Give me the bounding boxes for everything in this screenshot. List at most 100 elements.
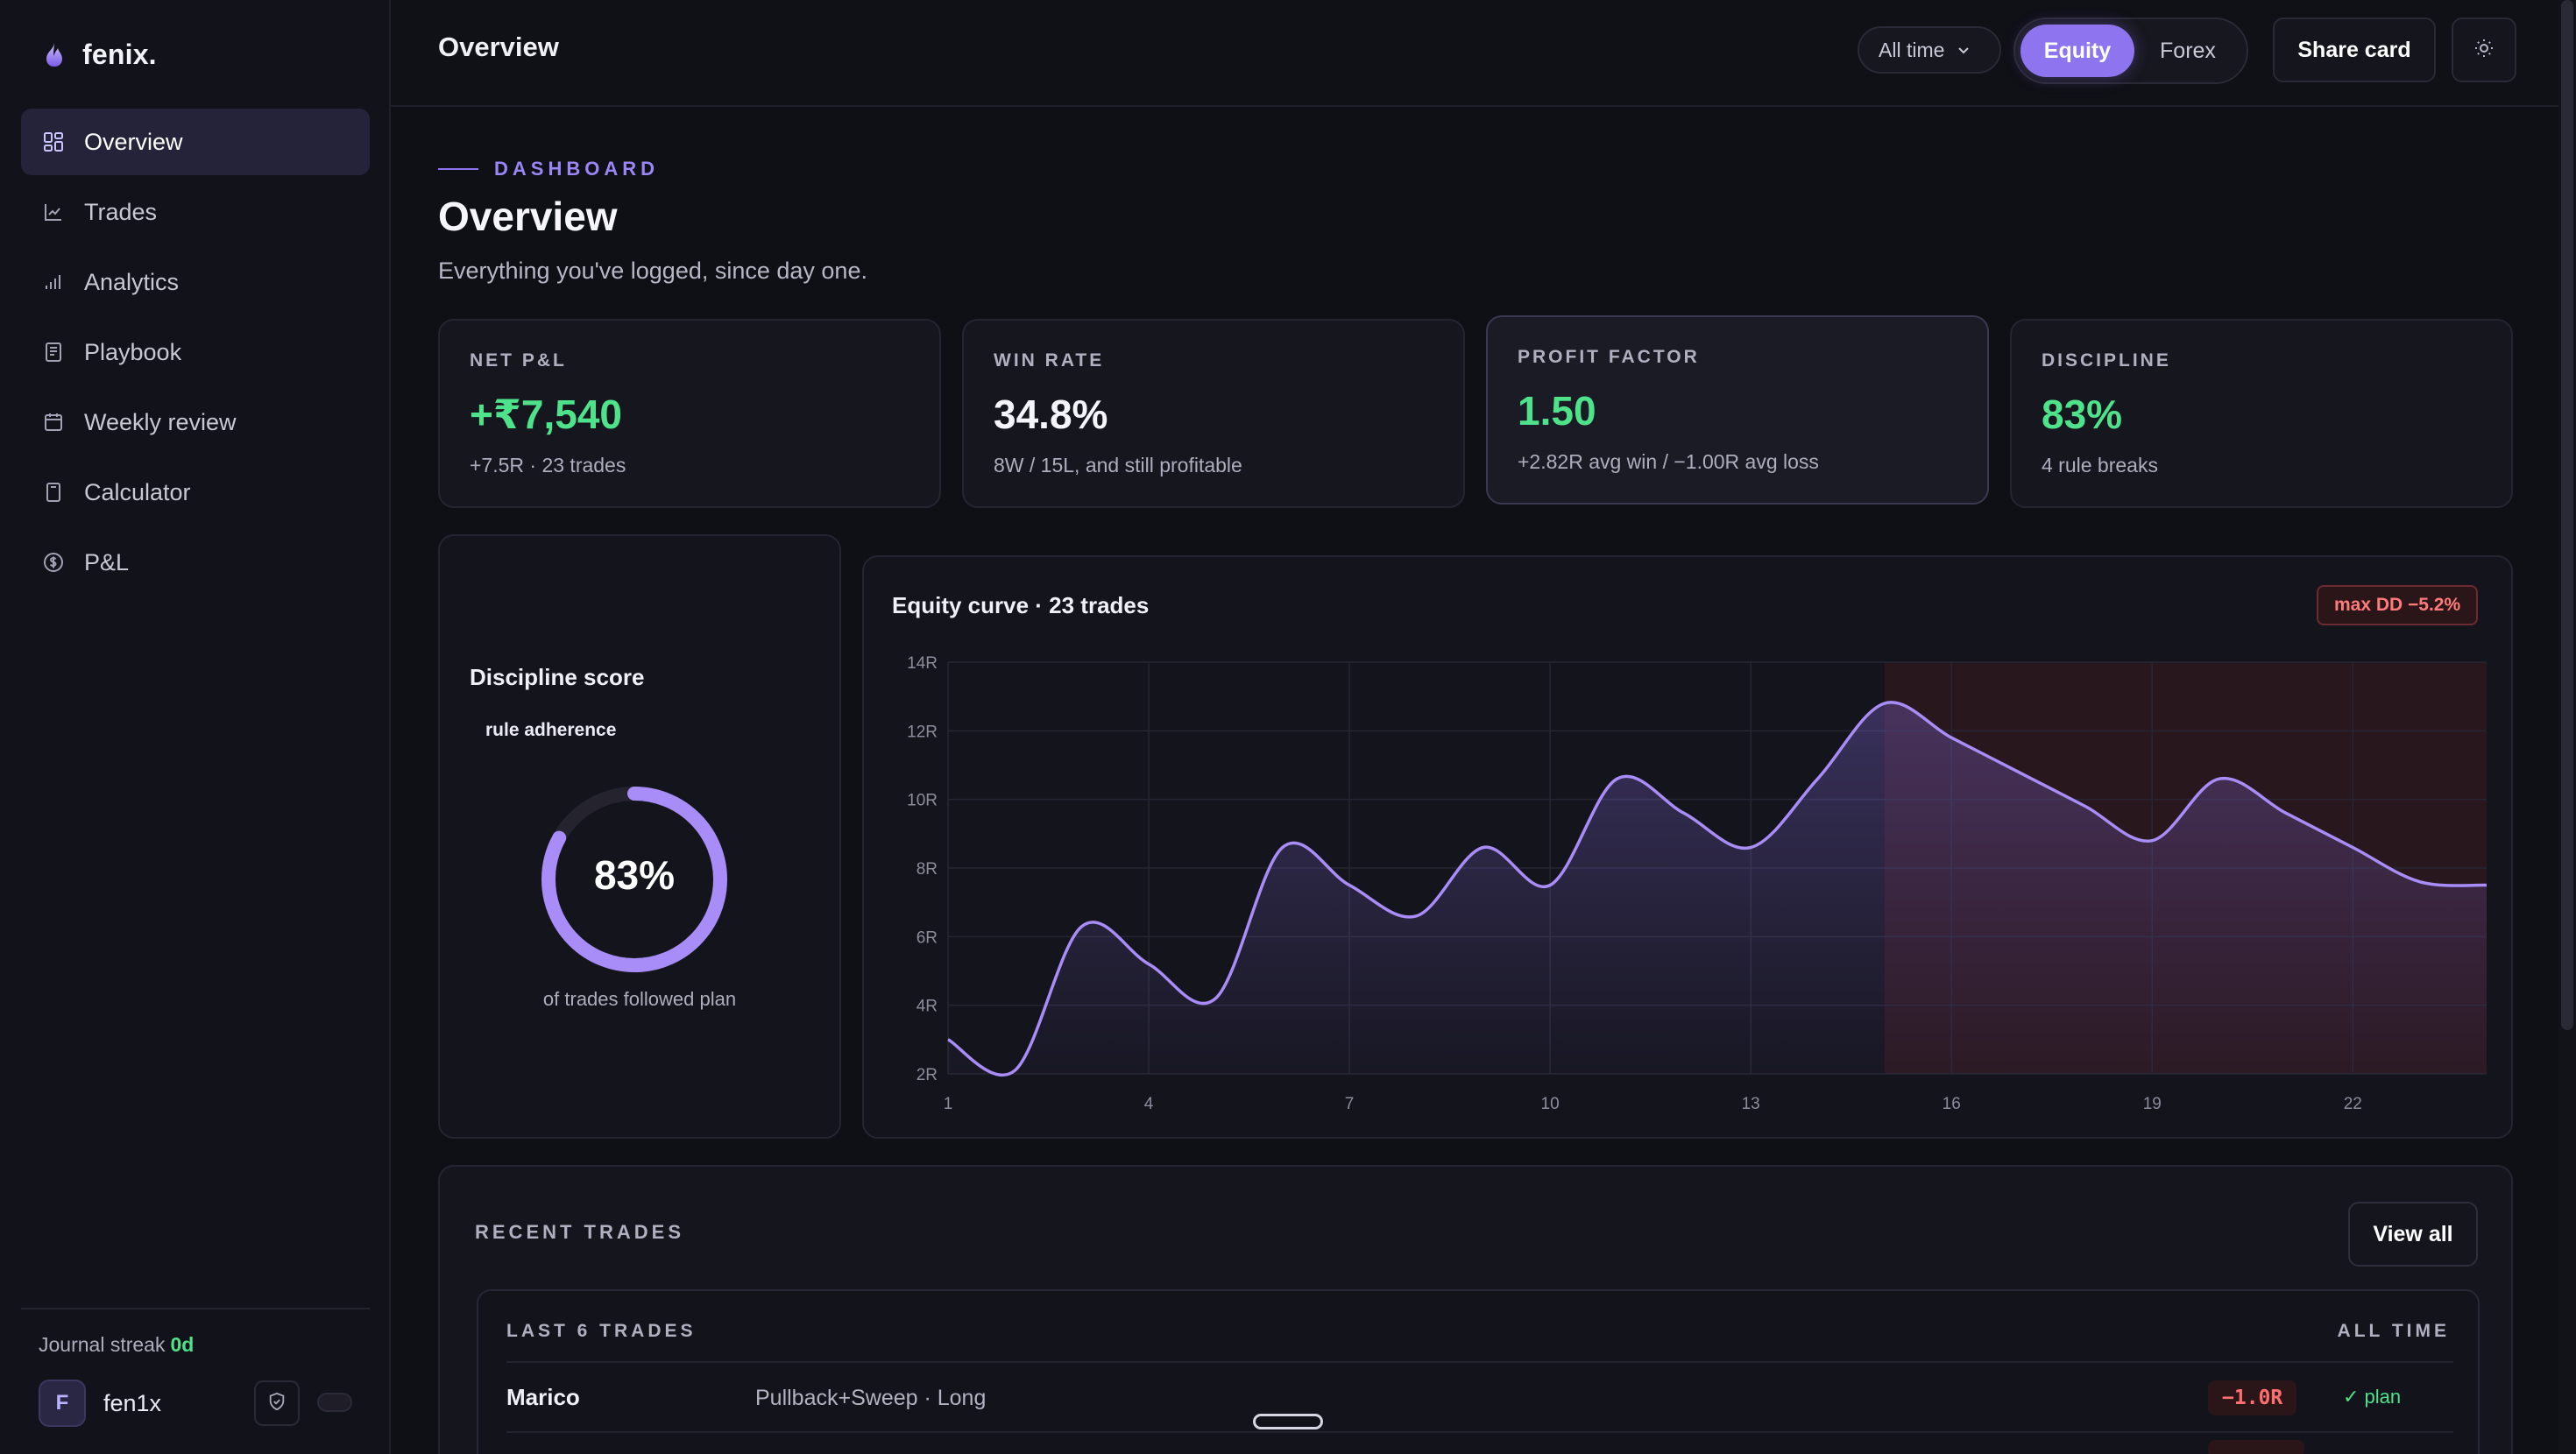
page-title: Overview	[438, 194, 618, 239]
page-subtitle: Everything you've logged, since day one.	[438, 258, 867, 284]
equity-point	[2484, 883, 2489, 888]
x-tick-label: 1	[944, 1095, 953, 1113]
user-row: F fen1x	[39, 1379, 354, 1428]
sun-icon	[2473, 38, 2495, 63]
discipline-value: 83%	[593, 852, 676, 898]
chart-title: Equity curve · 23 trades	[892, 592, 1150, 618]
equity-point	[2083, 804, 2088, 809]
brand[interactable]: fenix.	[42, 35, 157, 74]
equity-point	[1347, 883, 1352, 888]
equity-point	[1481, 845, 1486, 851]
x-tick-label: 10	[1541, 1095, 1560, 1113]
equity-point	[2350, 845, 2355, 851]
sidebar-item-analytics[interactable]: Analytics	[21, 249, 370, 315]
grid-icon	[42, 131, 65, 153]
equity-point	[945, 1037, 951, 1042]
trades-table: LAST 6 TRADES ALL TIME Marico Pullback+S…	[477, 1289, 2480, 1454]
y-tick-label: 14R	[907, 654, 938, 673]
sidebar-item-overview[interactable]: Overview	[21, 109, 370, 175]
table-header-left: LAST 6 TRADES	[506, 1321, 697, 1341]
sidebar-item-label: Analytics	[84, 268, 180, 295]
y-tick-label: 12R	[907, 723, 938, 741]
sidebar-item-label: Trades	[84, 198, 158, 225]
sidebar-item-pnl[interactable]: P&L	[21, 529, 370, 596]
stat-value: +₹7,540	[470, 392, 622, 437]
trade-r-multiple: −1.0R	[2208, 1380, 2297, 1415]
bar-chart-icon	[42, 271, 65, 293]
equity-chart: 2R 4R 6R 8R 10R 12R 14R 1 4 7 10 13 16 19 22	[907, 654, 2489, 1113]
home-indicator	[1253, 1414, 1323, 1429]
shield-button[interactable]	[254, 1380, 300, 1426]
stat-card-profit-factor[interactable]: PROFIT FACTOR 1.50 +2.82R avg win / −1.0…	[1486, 315, 1989, 505]
equity-point	[2149, 838, 2155, 843]
trade-setup: Pullback+Sweep · Long	[755, 1386, 987, 1410]
equity-line	[947, 701, 2488, 1077]
discipline-card: Discipline score rule adherence 83% of t…	[438, 534, 841, 1139]
stat-label: WIN RATE	[994, 350, 1105, 371]
sidebar-item-label: Weekly review	[84, 408, 237, 435]
equity-tab[interactable]: Equity	[2020, 25, 2134, 77]
y-tick-label: 2R	[916, 1066, 938, 1084]
sidebar-item-weekly-review[interactable]: Weekly review	[21, 389, 370, 455]
stat-card-win-rate[interactable]: WIN RATE 34.8% 8W / 15L, and still profi…	[962, 319, 1465, 508]
currency-icon	[42, 551, 65, 574]
streak-value: 0d	[170, 1333, 195, 1356]
brand-name: fenix.	[82, 38, 157, 70]
table-header-right: ALL TIME	[2337, 1321, 2450, 1341]
theme-toggle-button[interactable]	[2452, 18, 2516, 82]
recent-trades-card: RECENT TRADES View all LAST 6 TRADES ALL…	[438, 1165, 2513, 1454]
sidebar-item-trades[interactable]: Trades	[21, 179, 370, 245]
calculator-icon	[42, 481, 65, 504]
stat-value: 34.8%	[994, 392, 1108, 437]
next-row-badge	[2208, 1440, 2304, 1454]
shield-icon	[267, 1392, 287, 1415]
flame-logo-icon	[42, 39, 67, 70]
table-row[interactable]: Marico Pullback+Sweep · Long −1.0R ✓ pla…	[506, 1363, 2453, 1431]
stat-label: NET P&L	[470, 350, 567, 371]
sidebar-item-label: Playbook	[84, 338, 182, 365]
settings-toggle[interactable]	[317, 1393, 352, 1412]
stat-card-net-pnl[interactable]: NET P&L +₹7,540 +7.5R · 23 trades	[438, 319, 941, 508]
journal-streak: Journal streak 0d	[39, 1333, 194, 1357]
equity-point	[1413, 914, 1419, 919]
sidebar-nav: Overview Trades Analytics Playbook Weekl…	[21, 109, 370, 599]
x-tick-label: 13	[1742, 1095, 1760, 1113]
x-tick-label: 19	[2143, 1095, 2162, 1113]
stat-sub: +2.82R avg win / −1.00R avg loss	[1518, 450, 1819, 473]
discipline-footnote: of trades followed plan	[542, 988, 737, 1010]
x-tick-label: 22	[2344, 1095, 2362, 1113]
trade-plan-status: ✓ plan	[2343, 1386, 2402, 1408]
sidebar-item-label: Overview	[84, 128, 183, 155]
time-range-select[interactable]: All time	[1858, 26, 2001, 74]
ring-progress	[541, 787, 727, 972]
discipline-ring: 83%	[538, 783, 731, 976]
discipline-subtitle: rule adherence	[485, 720, 617, 740]
sidebar-item-calculator[interactable]: Calculator	[21, 459, 370, 526]
x-tick-label: 16	[1943, 1095, 1961, 1113]
sidebar-item-label: P&L	[84, 548, 130, 575]
y-tick-label: 6R	[916, 928, 938, 947]
stat-sub: +7.5R · 23 trades	[470, 454, 626, 476]
avatar[interactable]: F	[39, 1380, 86, 1427]
equity-point	[1815, 776, 1821, 781]
sidebar: fenix. Overview Trades Analytics Playboo…	[0, 0, 391, 1454]
share-card-button[interactable]: Share card	[2273, 18, 2436, 82]
streak-label: Journal streak	[39, 1333, 166, 1356]
forex-tab[interactable]: Forex	[2160, 38, 2216, 63]
market-toggle: Equity Forex	[2013, 18, 2248, 84]
sidebar-item-playbook[interactable]: Playbook	[21, 319, 370, 385]
page-scrollbar[interactable]	[2558, 0, 2576, 1454]
equity-point	[1547, 883, 1553, 888]
stat-sub: 4 rule breaks	[2042, 454, 2158, 476]
table-divider	[506, 1361, 2453, 1363]
scrollbar-thumb[interactable]	[2561, 0, 2573, 1030]
view-all-button[interactable]: View all	[2348, 1202, 2478, 1267]
equity-point	[1748, 845, 1753, 851]
stat-card-discipline[interactable]: DISCIPLINE 83% 4 rule breaks	[2010, 319, 2513, 508]
section-eyebrow: DASHBOARD	[438, 158, 659, 180]
topbar: Overview All time Equity Forex Share car…	[391, 0, 2576, 107]
equity-point	[1949, 735, 1954, 740]
equity-point	[1882, 701, 1887, 706]
stat-value: 1.50	[1518, 388, 1596, 434]
book-icon	[42, 341, 65, 364]
